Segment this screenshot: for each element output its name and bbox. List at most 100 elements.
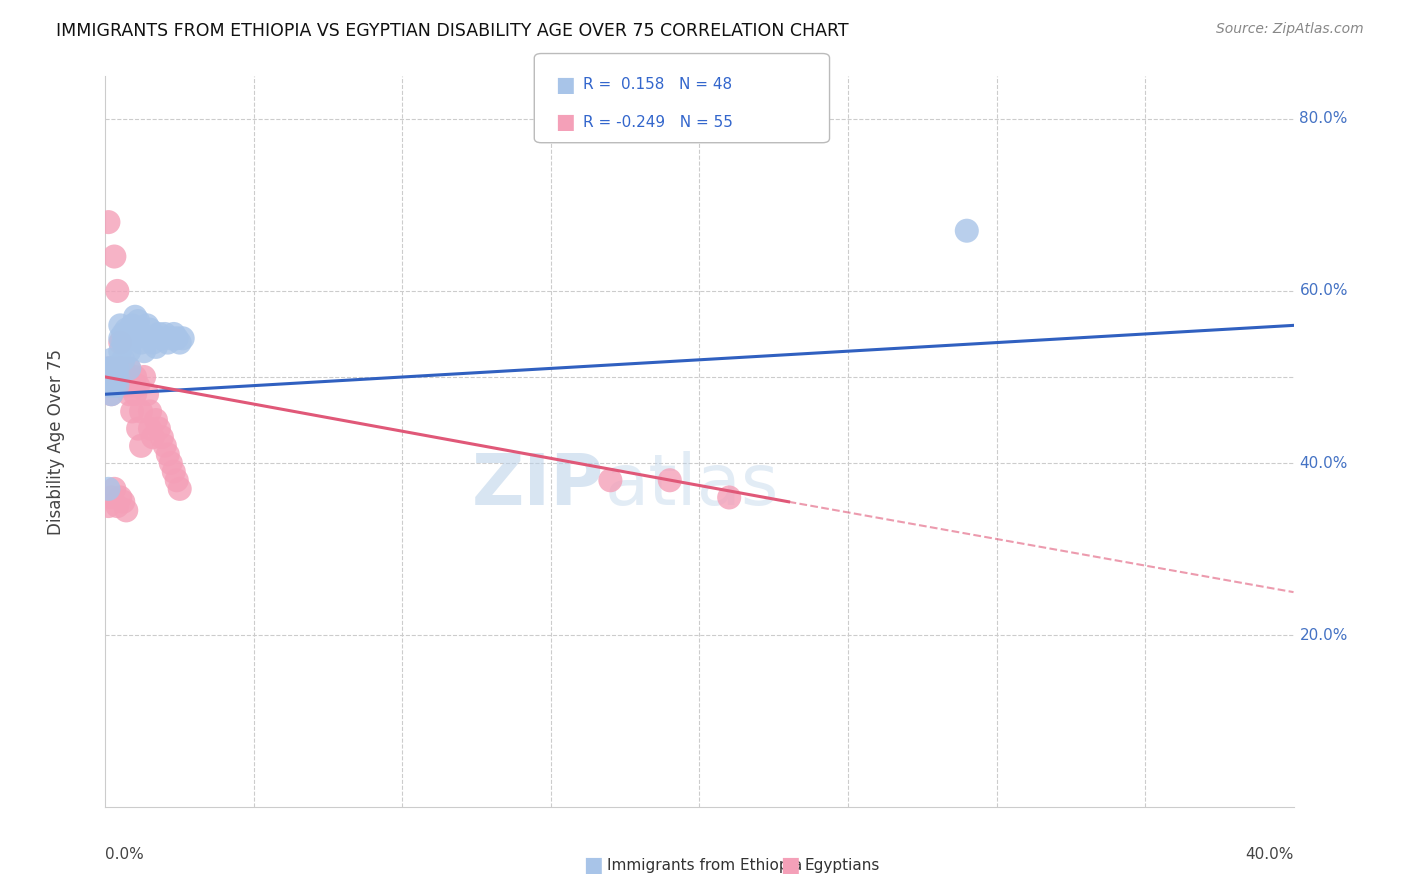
Point xyxy=(103,250,125,264)
Point xyxy=(103,378,125,392)
Point xyxy=(150,430,173,444)
Point xyxy=(97,499,120,513)
Point xyxy=(145,413,167,427)
Point xyxy=(97,482,120,496)
Point xyxy=(129,439,152,453)
Point xyxy=(118,387,141,401)
Point xyxy=(105,378,128,392)
Point xyxy=(142,430,165,444)
Point xyxy=(124,310,146,324)
Point xyxy=(115,331,138,345)
Point xyxy=(121,378,143,392)
Point xyxy=(100,361,122,376)
Point xyxy=(115,370,138,384)
Text: ■: ■ xyxy=(583,855,603,875)
Point xyxy=(112,361,135,376)
Point xyxy=(97,370,120,384)
Point xyxy=(105,499,128,513)
Point xyxy=(127,422,149,436)
Text: 40.0%: 40.0% xyxy=(1299,456,1348,471)
Point xyxy=(97,378,120,392)
Point xyxy=(121,323,143,337)
Text: 40.0%: 40.0% xyxy=(1246,847,1294,863)
Point xyxy=(169,482,191,496)
Point xyxy=(156,447,179,461)
Point xyxy=(169,335,191,350)
Point xyxy=(132,344,155,359)
Point xyxy=(156,335,179,350)
Text: atlas: atlas xyxy=(605,451,779,520)
Point xyxy=(112,326,135,341)
Point xyxy=(118,361,141,376)
Point xyxy=(97,370,120,384)
Point xyxy=(718,491,741,505)
Point xyxy=(159,456,181,470)
Text: ■: ■ xyxy=(780,855,800,875)
Point xyxy=(139,323,162,337)
Point xyxy=(105,370,128,384)
Point xyxy=(136,387,159,401)
Point xyxy=(115,503,138,517)
Point xyxy=(145,340,167,354)
Point xyxy=(172,331,194,345)
Point xyxy=(100,387,122,401)
Point xyxy=(103,378,125,392)
Point xyxy=(139,422,162,436)
Point xyxy=(112,495,135,509)
Point xyxy=(153,326,176,341)
Point xyxy=(136,318,159,333)
Point xyxy=(110,331,132,345)
Text: 80.0%: 80.0% xyxy=(1299,112,1348,127)
Point xyxy=(124,370,146,384)
Point xyxy=(139,404,162,418)
Text: ■: ■ xyxy=(555,112,575,132)
Text: Source: ZipAtlas.com: Source: ZipAtlas.com xyxy=(1216,22,1364,37)
Point xyxy=(142,335,165,350)
Point xyxy=(105,284,128,298)
Point xyxy=(100,352,122,367)
Point xyxy=(100,491,122,505)
Point xyxy=(97,215,120,229)
Point xyxy=(148,326,170,341)
Point xyxy=(112,378,135,392)
Point xyxy=(118,361,141,376)
Text: Egyptians: Egyptians xyxy=(804,858,880,872)
Point xyxy=(100,387,122,401)
Point xyxy=(127,378,149,392)
Point xyxy=(139,331,162,345)
Text: 60.0%: 60.0% xyxy=(1299,284,1348,299)
Text: R = -0.249   N = 55: R = -0.249 N = 55 xyxy=(583,115,734,129)
Point xyxy=(100,370,122,384)
Point xyxy=(132,370,155,384)
Point xyxy=(100,370,122,384)
Point xyxy=(124,387,146,401)
Text: 0.0%: 0.0% xyxy=(105,847,145,863)
Point xyxy=(129,404,152,418)
Point xyxy=(110,344,132,359)
Point xyxy=(112,370,135,384)
Point xyxy=(124,331,146,345)
Point xyxy=(150,331,173,345)
Point xyxy=(599,473,621,487)
Point xyxy=(100,361,122,376)
Point xyxy=(112,335,135,350)
Point xyxy=(105,378,128,392)
Text: ■: ■ xyxy=(555,75,575,95)
Text: 20.0%: 20.0% xyxy=(1299,628,1348,642)
Point xyxy=(110,370,132,384)
Point xyxy=(103,361,125,376)
Point xyxy=(115,323,138,337)
Point xyxy=(148,422,170,436)
Point xyxy=(115,378,138,392)
Text: R =  0.158   N = 48: R = 0.158 N = 48 xyxy=(583,78,733,92)
Point xyxy=(121,318,143,333)
Point xyxy=(127,314,149,328)
Point xyxy=(110,318,132,333)
Point xyxy=(110,361,132,376)
Point xyxy=(110,335,132,350)
Text: Immigrants from Ethiopia: Immigrants from Ethiopia xyxy=(607,858,803,872)
Point xyxy=(103,482,125,496)
Point xyxy=(166,473,188,487)
Point xyxy=(166,331,188,345)
Point xyxy=(159,331,181,345)
